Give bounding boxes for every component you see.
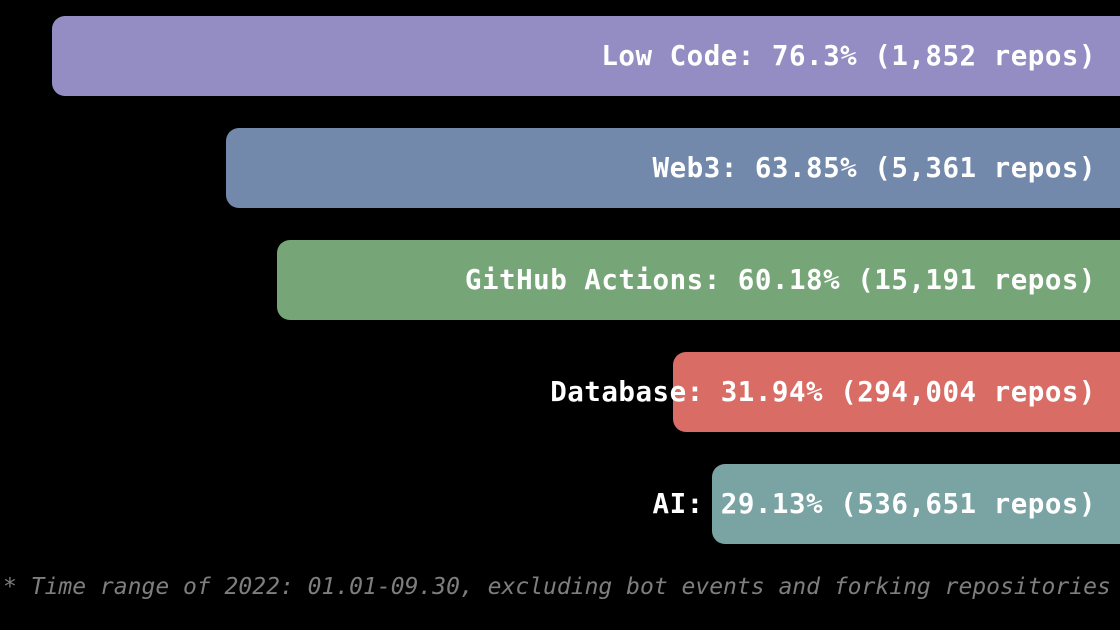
- bar-label: Low Code: 76.3% (1,852 repos): [601, 40, 1096, 72]
- bar-label: GitHub Actions: 60.18% (15,191 repos): [464, 264, 1096, 296]
- bar-row: Low Code: 76.3% (1,852 repos): [0, 16, 1120, 96]
- bar-row: GitHub Actions: 60.18% (15,191 repos): [0, 240, 1120, 320]
- bar-label: Database: 31.94% (294,004 repos): [550, 376, 1096, 408]
- bar-row: Web3: 63.85% (5,361 repos): [0, 128, 1120, 208]
- bar-row: AI: 29.13% (536,651 repos): [0, 464, 1120, 544]
- bar: [712, 464, 1120, 544]
- bar: [51, 16, 1120, 96]
- bar: [277, 240, 1120, 320]
- bar: [226, 128, 1120, 208]
- bar-label: AI: 29.13% (536,651 repos): [652, 488, 1096, 520]
- bar: [672, 352, 1120, 432]
- bar-label: Web3: 63.85% (5,361 repos): [652, 152, 1096, 184]
- bar-row: Database: 31.94% (294,004 repos): [0, 352, 1120, 432]
- chart-footnote: * Time range of 2022: 01.01-09.30, exclu…: [3, 574, 1111, 600]
